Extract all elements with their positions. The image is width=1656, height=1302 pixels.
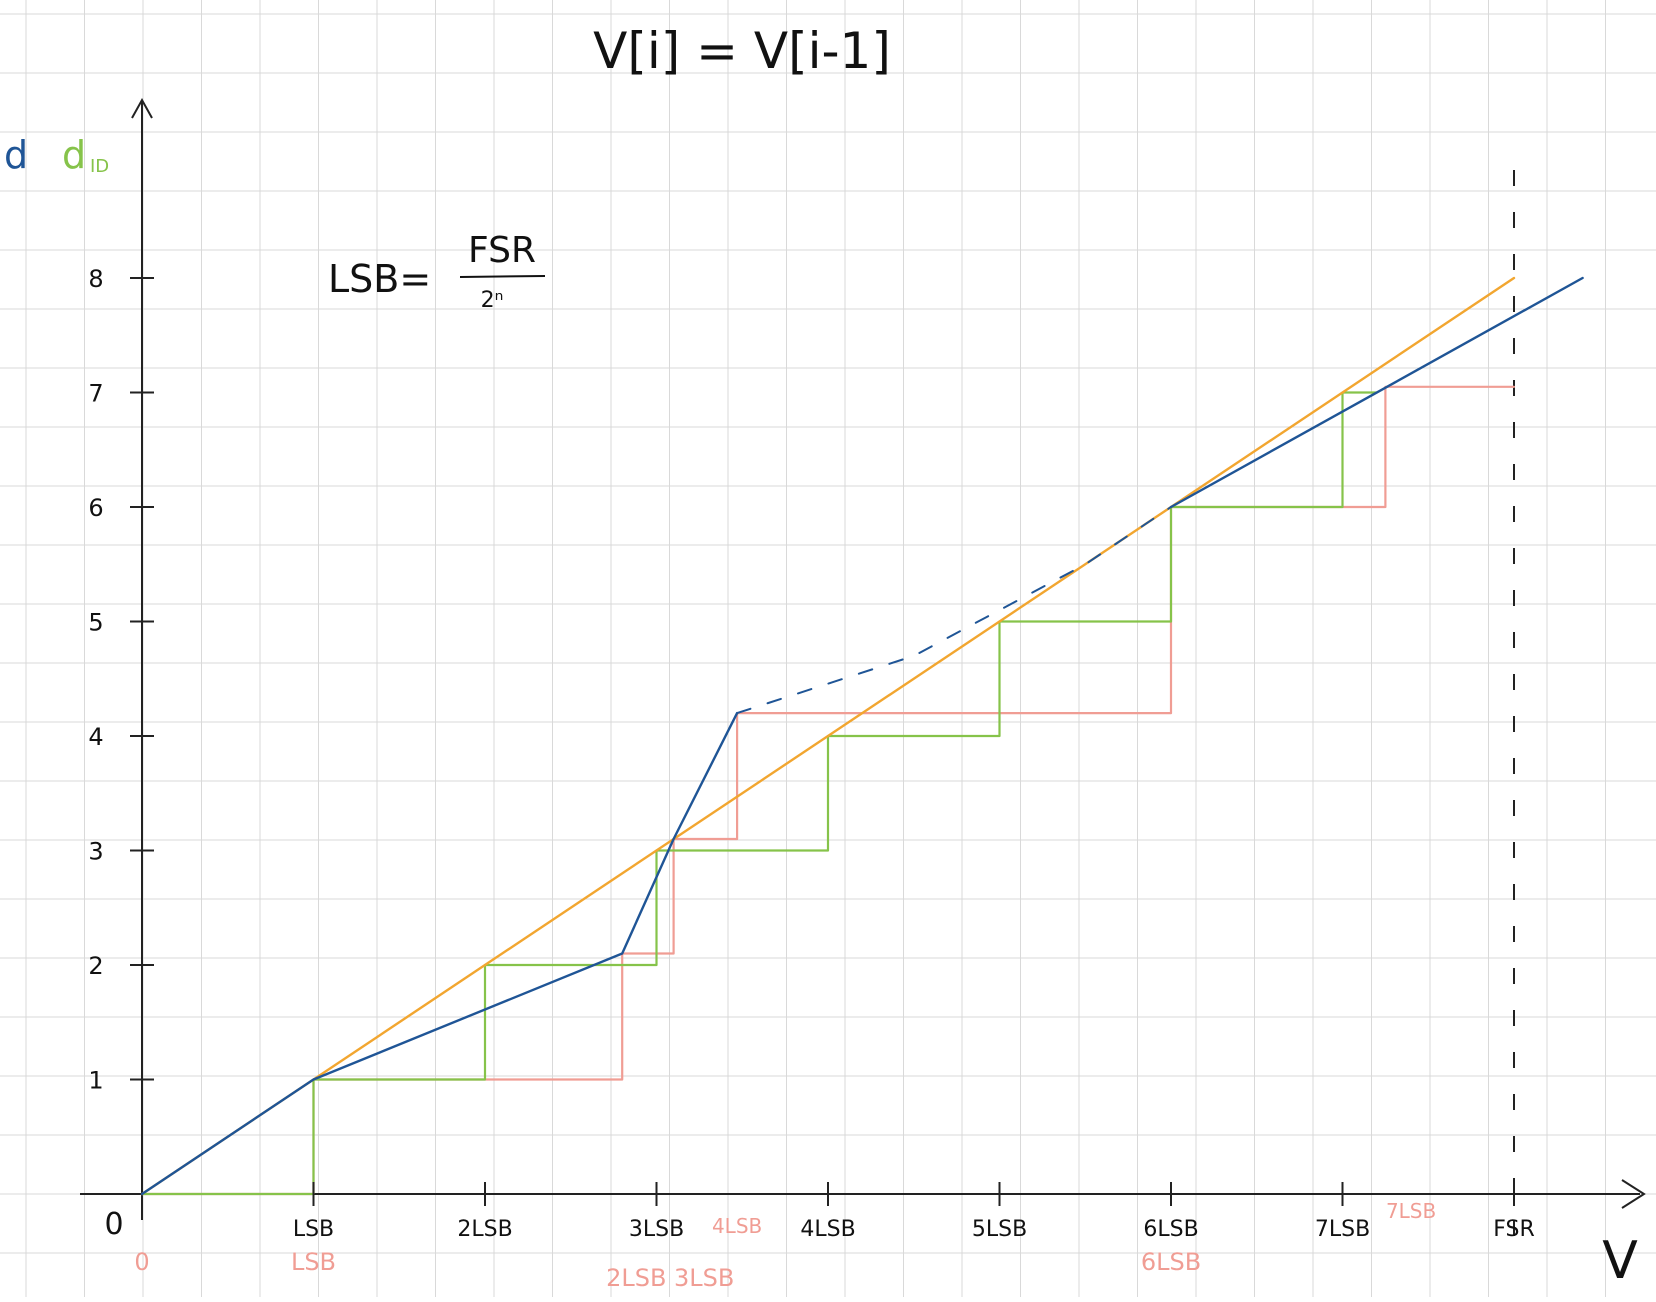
red-threshold-label: 6LSB bbox=[1141, 1248, 1201, 1276]
origin-label: 0 bbox=[104, 1207, 123, 1242]
series-ideal bbox=[140, 276, 1516, 1196]
series-green-staircase bbox=[140, 391, 1378, 1196]
y-tick-label: 8 bbox=[88, 265, 103, 293]
axis-ticks: 1 2 3 4 5 6 7 8 LSB 2LSB 3LSB 4LSB 5LSB 6LSB 7LSB FSR 0 L… bbox=[88, 265, 1534, 1292]
series-layer bbox=[140, 276, 1584, 1196]
y-tick-label: 4 bbox=[88, 723, 103, 751]
axes bbox=[80, 97, 1646, 1220]
series-actual-dashed bbox=[736, 506, 1172, 715]
page-title: V[i] = V[i-1] bbox=[593, 22, 891, 80]
y-label-d: d bbox=[4, 133, 28, 177]
y-label-d-id: d bbox=[62, 133, 86, 177]
y-axis-arrow-icon bbox=[131, 97, 153, 119]
x-axis-arrow-icon bbox=[1621, 1179, 1646, 1209]
series-actual-tail bbox=[1169, 276, 1584, 509]
red-threshold-label: LSB bbox=[291, 1248, 336, 1276]
series-actual bbox=[140, 711, 739, 1196]
y-tick-label: 7 bbox=[88, 380, 103, 408]
y-label-d-id-subscript: ID bbox=[90, 156, 109, 177]
formula-denominator: 2ⁿ bbox=[481, 288, 504, 313]
red-threshold-label: 4LSB bbox=[712, 1214, 762, 1238]
x-tick-label: 6LSB bbox=[1143, 1217, 1198, 1242]
y-tick-label: 1 bbox=[88, 1067, 103, 1095]
formula-lhs: LSB= bbox=[328, 257, 431, 301]
lsb-formula: LSB= FSR 2ⁿ bbox=[328, 230, 546, 313]
y-tick-label: 6 bbox=[88, 494, 103, 522]
x-tick-label: 3LSB bbox=[629, 1217, 684, 1242]
y-tick-label: 3 bbox=[88, 838, 103, 866]
red-threshold-label: 7LSB bbox=[1386, 1199, 1436, 1223]
x-tick-label: 4LSB bbox=[800, 1217, 855, 1242]
formula-fraction-bar bbox=[459, 275, 546, 278]
x-tick-label: 7LSB bbox=[1315, 1217, 1370, 1242]
formula-numerator: FSR bbox=[468, 230, 536, 271]
x-tick-label: LSB bbox=[293, 1217, 334, 1242]
y-tick-label: 5 bbox=[88, 609, 103, 637]
y-tick-label: 2 bbox=[88, 952, 103, 980]
red-threshold-label: 0 bbox=[134, 1248, 149, 1276]
x-tick-label: FSR bbox=[1493, 1217, 1535, 1242]
x-axis-label: V bbox=[1602, 1231, 1638, 1291]
red-threshold-label: 2LSB 3LSB bbox=[606, 1264, 734, 1292]
x-tick-label: 2LSB bbox=[457, 1217, 512, 1242]
x-tick-label: 5LSB bbox=[972, 1217, 1027, 1242]
